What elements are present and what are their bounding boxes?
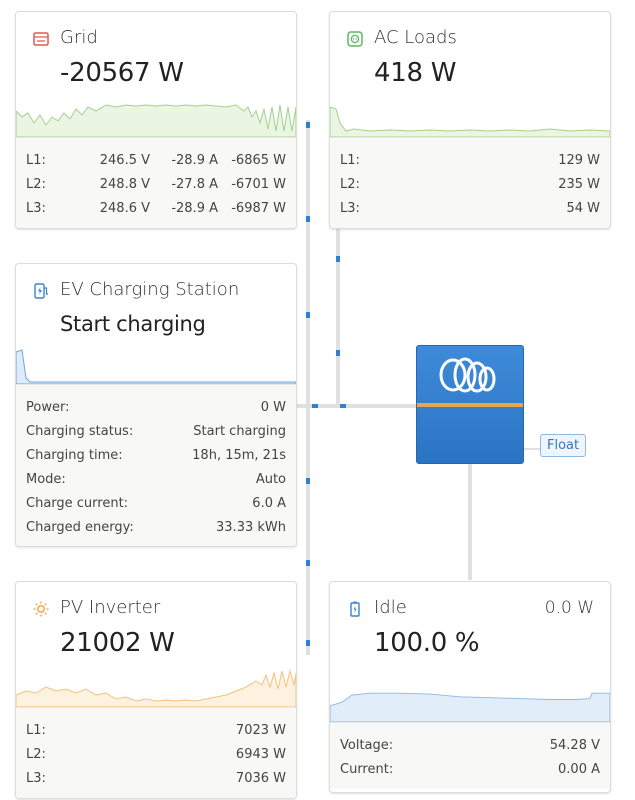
grid-row-l3: L3: 248.6 V -28.9 A -6987 W <box>26 200 286 216</box>
flow-dot <box>306 478 310 484</box>
pv-row-l1: L1: 7023 W <box>26 722 286 738</box>
flow-dot <box>340 404 346 408</box>
battery-icon <box>350 601 360 617</box>
grid-sparkline <box>16 104 296 137</box>
pv-sparkline <box>16 669 296 707</box>
inverter-status-band <box>417 403 523 407</box>
ev-row-power: Power: 0 W <box>26 399 286 415</box>
flow-dot <box>336 350 340 356</box>
battery-row-current: Current: 0.00 A <box>340 761 600 777</box>
battery-power-value: 0.0 W <box>544 598 594 618</box>
sun-icon <box>33 601 49 617</box>
battery-state-title: Idle <box>374 597 407 618</box>
battery-soc-value: 100.0 % <box>374 628 480 658</box>
ac-loads-row-l1: L1: 129 W <box>340 152 600 168</box>
ev-row-charging-status: Charging status: Start charging <box>26 423 286 439</box>
flow-dot <box>306 560 310 566</box>
pv-row-l2: L2: 6943 W <box>26 746 286 762</box>
flow-dot <box>306 122 310 128</box>
ac-loads-card[interactable]: AC Loads 418 W L1: 129 W L2: 235 W L3: 5… <box>329 11 611 229</box>
ev-charger-icon <box>34 283 48 299</box>
ev-status-value: Start charging <box>60 312 206 336</box>
ev-row-charge-current: Charge current: 6.0 A <box>26 495 286 511</box>
ac-loads-title: AC Loads <box>374 27 457 48</box>
ev-charging-card[interactable]: EV Charging Station Start charging Power… <box>15 263 297 547</box>
ev-row-charged-energy: Charged energy: 33.33 kWh <box>26 519 286 535</box>
battery-sparkline <box>330 692 610 722</box>
ac-loads-row-l3: L3: 54 W <box>340 200 600 216</box>
conn-vertical-battery <box>468 462 472 580</box>
inverter-device[interactable] <box>416 345 524 464</box>
ev-row-charging-time: Charging time: 18h, 15m, 21s <box>26 447 286 463</box>
flow-dot <box>306 216 310 222</box>
conn-vertical-loads <box>336 225 340 405</box>
flow-dot <box>306 640 310 646</box>
grid-meter-icon <box>33 32 49 46</box>
ac-loads-sparkline <box>330 106 610 137</box>
battery-card[interactable]: Idle 0.0 W 100.0 % Voltage: 54.28 V Curr… <box>329 581 611 793</box>
ev-row-mode: Mode: Auto <box>26 471 286 487</box>
grid-card[interactable]: Grid -20567 W L1: 246.5 V -28.9 A -6865 … <box>15 11 297 229</box>
pv-power-value: 21002 W <box>60 628 175 658</box>
flow-dot <box>336 256 340 262</box>
pv-inverter-card[interactable]: PV Inverter 21002 W L1: 7023 W L2: 6943 … <box>15 581 297 799</box>
conn-badge <box>522 448 540 450</box>
ev-sparkline <box>16 349 296 384</box>
ev-title: EV Charging Station <box>60 279 240 300</box>
ac-loads-power-value: 418 W <box>374 58 457 88</box>
victron-logo-icon <box>439 357 496 393</box>
ac-loads-row-l2: L2: 235 W <box>340 176 600 192</box>
flow-dot <box>306 312 310 318</box>
pv-row-l3: L3: 7036 W <box>26 770 286 786</box>
grid-row-l2: L2: 248.8 V -27.8 A -6701 W <box>26 176 286 192</box>
battery-row-voltage: Voltage: 54.28 V <box>340 737 600 753</box>
outlet-icon <box>347 31 363 47</box>
pv-title: PV Inverter <box>60 597 161 618</box>
grid-row-l1: L1: 246.5 V -28.9 A -6865 W <box>26 152 286 168</box>
flow-dot <box>312 404 318 408</box>
grid-power-value: -20567 W <box>60 58 184 88</box>
conn-vertical-grid <box>306 120 310 655</box>
inverter-state-badge: Float <box>540 434 587 457</box>
grid-title: Grid <box>60 27 98 48</box>
conn-horizontal-inverter <box>296 404 416 408</box>
